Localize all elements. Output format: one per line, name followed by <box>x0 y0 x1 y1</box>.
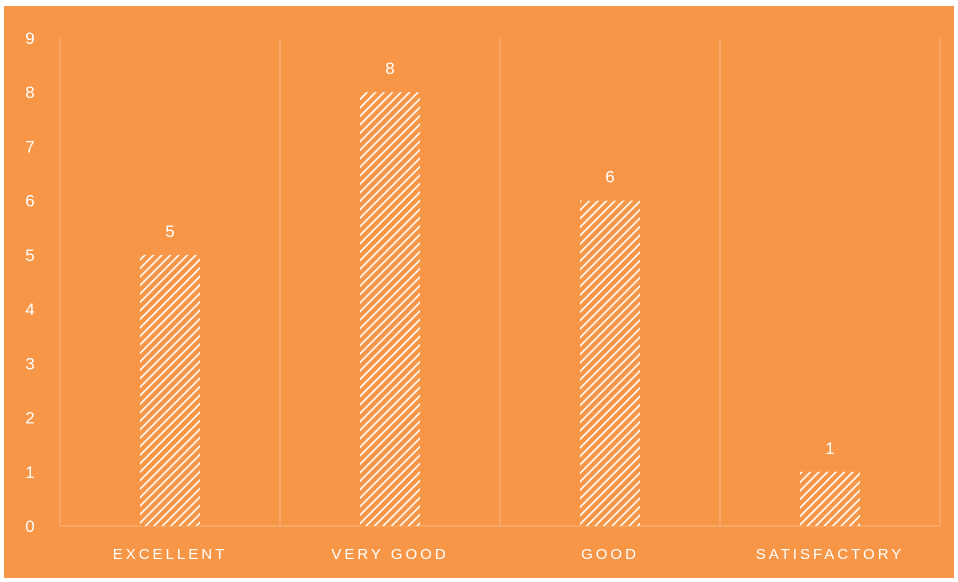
y-tick-label: 8 <box>25 83 34 102</box>
data-label: 1 <box>825 439 834 458</box>
y-tick-label: 5 <box>25 246 34 265</box>
y-tick-label: 2 <box>25 409 34 428</box>
y-tick-label: 4 <box>25 300 34 319</box>
y-tick-label: 0 <box>25 517 34 536</box>
bar <box>360 92 420 526</box>
gridlines <box>59 38 941 526</box>
x-category-label: SATISFACTORY <box>756 546 905 563</box>
axis-layer: 0 1 2 3 4 5 6 7 8 9 <box>25 29 940 536</box>
labels: 5 EXCELLENT 8 VERY GOOD 6 GOOD 1 SATISFACTORY <box>113 59 905 563</box>
data-label: 8 <box>385 59 394 78</box>
bar <box>580 200 640 526</box>
y-tick-label: 7 <box>25 137 34 156</box>
y-tick-label: 6 <box>25 192 34 211</box>
data-label: 5 <box>165 222 174 241</box>
x-category-label: VERY GOOD <box>331 546 448 563</box>
data-label: 6 <box>605 168 614 187</box>
bar <box>800 471 860 526</box>
y-tick-label: 1 <box>25 463 34 482</box>
y-tick-label: 9 <box>25 29 34 48</box>
x-category-label: GOOD <box>581 546 639 563</box>
x-category-label: EXCELLENT <box>113 546 228 563</box>
y-tick-label: 3 <box>25 354 34 373</box>
bar <box>140 254 200 526</box>
bars <box>140 92 860 526</box>
